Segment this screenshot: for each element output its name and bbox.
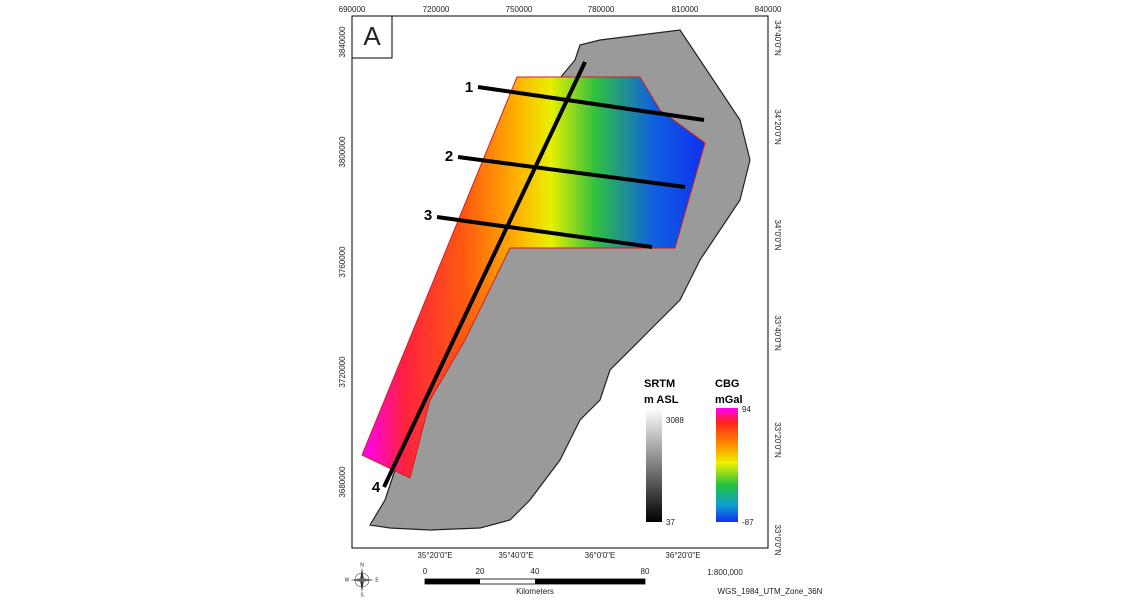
legend-min: 37: [666, 518, 675, 527]
profile-label: 3: [424, 207, 432, 224]
scale-tick: 80: [641, 567, 650, 576]
top-tick-label: 720000: [423, 5, 450, 14]
legend-unit: mGal: [715, 394, 743, 406]
bottom-tick-label: 36°0'0"E: [585, 551, 616, 560]
profile-line: [436, 215, 653, 249]
scale-tick: 40: [531, 567, 540, 576]
panel-box: [351, 15, 393, 59]
profile-label: 2: [445, 148, 453, 165]
legend-ramp: [646, 408, 662, 522]
right-tick-label: 33°20'0"N: [773, 422, 782, 458]
legend-ramp: [716, 408, 738, 522]
legend-max: 94: [742, 405, 751, 414]
scale-bar: [424, 578, 646, 585]
compass-w: W: [345, 577, 350, 583]
projection: WGS_1984_UTM_Zone_36N: [718, 587, 823, 596]
profile-line: [382, 61, 587, 488]
bottom-tick-label: 35°20'0"E: [417, 551, 452, 560]
top-tick-label: 810000: [672, 5, 699, 14]
top-tick-label: 780000: [588, 5, 615, 14]
compass-s: S: [360, 592, 364, 598]
compass-e: E: [375, 577, 379, 583]
compass: [350, 568, 374, 592]
profile-line: [457, 155, 686, 189]
top-tick-label: 690000: [339, 5, 366, 14]
axis-labels: 690000 720000 750000 780000 810000 840000 3840…: [338, 5, 782, 560]
scale-unit: Kilometers: [516, 587, 554, 596]
right-tick-label: 34°40'0"N: [773, 20, 782, 56]
legend-min: -87: [742, 518, 754, 527]
profile-line: [477, 85, 705, 122]
scale-tick: 20: [476, 567, 485, 576]
bottom-tick-label: 35°40'0"E: [498, 551, 533, 560]
profile-label: 1: [465, 79, 473, 96]
legend-max: 3088: [666, 416, 684, 425]
compass-n: N: [360, 562, 364, 568]
right-tick-label: 34°20'0"N: [773, 109, 782, 145]
profile-label: 4: [372, 479, 381, 496]
legend-unit: m ASL: [644, 394, 679, 406]
scale-ratio: 1:800,000: [707, 568, 743, 577]
legend-title: SRTM: [644, 378, 675, 390]
bottom-tick-label: 36°20'0"E: [665, 551, 700, 560]
left-tick-label: 3720000: [338, 356, 347, 388]
scale-tick: 0: [423, 567, 428, 576]
top-tick-label: 840000: [755, 5, 782, 14]
right-tick-label: 34°0'0"N: [773, 219, 782, 250]
right-tick-label: 33°0'0"N: [773, 524, 782, 555]
top-tick-label: 750000: [506, 5, 533, 14]
left-tick-label: 3840000: [338, 26, 347, 58]
left-tick-label: 3680000: [338, 466, 347, 498]
left-tick-label: 3760000: [338, 246, 347, 278]
panel-label: A: [363, 21, 381, 51]
left-tick-label: 3800000: [338, 136, 347, 168]
profiles: [382, 61, 705, 488]
right-tick-label: 33°40'0"N: [773, 315, 782, 351]
legend-title: CBG: [715, 378, 739, 390]
